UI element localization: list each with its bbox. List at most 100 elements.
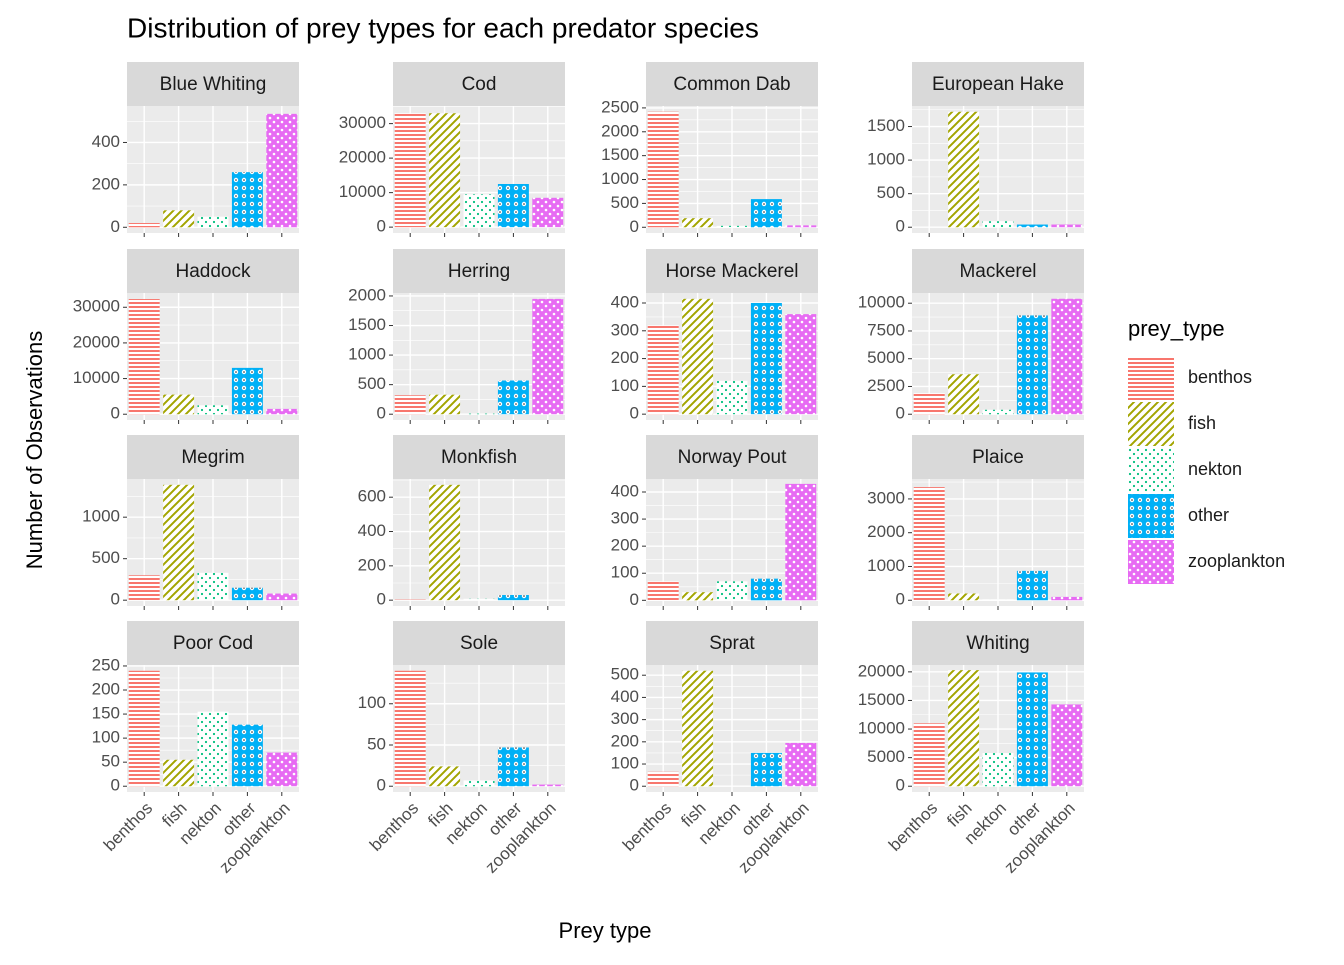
bar (647, 771, 679, 787)
bar (1051, 224, 1083, 228)
y-tick-label: 150 (92, 704, 120, 723)
strip-label: Norway Pout (678, 447, 787, 468)
bar (163, 759, 195, 787)
legend-label: other (1188, 505, 1229, 525)
y-tick-label: 200 (611, 536, 639, 555)
bar (197, 405, 229, 415)
bar (163, 394, 195, 415)
strip (912, 249, 1084, 293)
legend-key (1128, 540, 1174, 584)
y-tick-label: 500 (92, 548, 120, 567)
y-tick-label: 3000 (867, 488, 905, 507)
bar (982, 753, 1014, 787)
bar (128, 670, 160, 787)
strip (912, 62, 1084, 106)
y-tick-label: 500 (358, 374, 386, 393)
y-tick-label: 0 (896, 776, 905, 795)
y-tick-label: 400 (611, 687, 639, 706)
chart-title: Distribution of prey types for each pred… (127, 12, 759, 43)
bar (716, 225, 748, 228)
y-tick-label: 30000 (73, 297, 120, 316)
legend-key (1128, 356, 1174, 400)
legend-label: benthos (1188, 367, 1252, 387)
strip-label: Poor Cod (173, 633, 253, 654)
bar (266, 408, 298, 415)
y-tick-label: 20000 (339, 148, 386, 167)
bar (163, 484, 195, 601)
y-axis-label: Number of Observations (22, 331, 47, 569)
bar (231, 724, 263, 787)
bar (463, 194, 495, 228)
strip (393, 435, 565, 479)
y-tick-label: 200 (611, 731, 639, 750)
bar (647, 111, 679, 228)
y-tick-label: 1000 (601, 169, 639, 188)
y-tick-label: 7500 (867, 320, 905, 339)
legend-title: prey_type (1128, 316, 1225, 341)
bar (497, 747, 529, 787)
y-tick-label: 10000 (858, 293, 905, 312)
y-tick-label: 0 (111, 776, 120, 795)
bar (982, 221, 1014, 228)
bar (785, 483, 817, 601)
bar (231, 172, 263, 228)
y-tick-label: 100 (611, 754, 639, 773)
strip (912, 435, 1084, 479)
y-tick-label: 30000 (339, 113, 386, 132)
y-tick-label: 0 (896, 217, 905, 236)
x-tick-label: benthos (619, 799, 675, 855)
y-tick-label: 0 (630, 590, 639, 609)
bar (785, 225, 817, 228)
y-tick-label: 100 (611, 376, 639, 395)
bar (197, 572, 229, 601)
bar (682, 670, 714, 787)
y-tick-label: 0 (896, 590, 905, 609)
strip-label: Plaice (972, 447, 1024, 468)
y-tick-label: 10000 (339, 182, 386, 201)
legend-label: zooplankton (1188, 551, 1285, 571)
bar (1051, 704, 1083, 787)
y-tick-label: 0 (630, 404, 639, 423)
y-tick-label: 20000 (73, 332, 120, 351)
strip-label: Monkfish (441, 447, 517, 468)
y-tick-label: 50 (367, 734, 386, 753)
bar (682, 218, 714, 228)
bar (716, 380, 748, 415)
y-tick-label: 0 (377, 590, 386, 609)
legend-key (1128, 402, 1174, 446)
bar (128, 299, 160, 415)
legend-label: nekton (1188, 459, 1242, 479)
x-axis-label: Prey type (559, 918, 652, 943)
y-tick-label: 200 (358, 555, 386, 574)
bar (682, 298, 714, 415)
bar (1051, 298, 1083, 415)
y-tick-label: 400 (611, 292, 639, 311)
y-tick-label: 1000 (867, 556, 905, 575)
bar (163, 210, 195, 228)
bar (948, 374, 980, 415)
y-tick-label: 5000 (867, 747, 905, 766)
y-tick-label: 1500 (601, 145, 639, 164)
bar (913, 723, 945, 787)
bar (750, 199, 782, 228)
y-tick-label: 200 (92, 174, 120, 193)
y-tick-label: 0 (377, 217, 386, 236)
bar (463, 598, 495, 601)
y-tick-label: 20000 (858, 661, 905, 680)
bar (1016, 570, 1048, 601)
bar (913, 393, 945, 415)
bar (197, 216, 229, 228)
bar (429, 484, 461, 601)
strip-label: Herring (448, 261, 510, 282)
y-tick-label: 1500 (348, 315, 386, 334)
y-tick-label: 1000 (348, 345, 386, 364)
bar (497, 380, 529, 415)
y-tick-label: 200 (92, 679, 120, 698)
y-tick-label: 100 (358, 693, 386, 712)
strip (646, 249, 818, 293)
strip-label: Haddock (176, 261, 251, 282)
legend-label: fish (1188, 413, 1216, 433)
strip (912, 621, 1084, 665)
y-tick-label: 600 (358, 487, 386, 506)
y-tick-label: 250 (92, 655, 120, 674)
